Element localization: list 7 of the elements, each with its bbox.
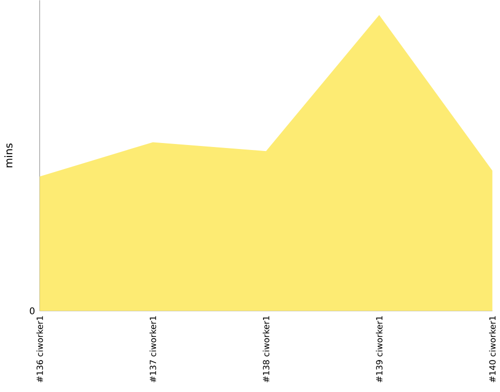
y-axis-title: mins	[4, 143, 12, 168]
x-tick-label: #137 ciworker1	[150, 316, 156, 382]
x-tick-label: #138 ciworker1	[262, 316, 270, 382]
x-tick-label: #140 ciworker1	[489, 316, 496, 382]
x-tick-label: #136 ciworker1	[36, 316, 43, 382]
x-tick-label: #139 ciworker1	[376, 316, 382, 382]
text: 0	[30, 307, 34, 314]
